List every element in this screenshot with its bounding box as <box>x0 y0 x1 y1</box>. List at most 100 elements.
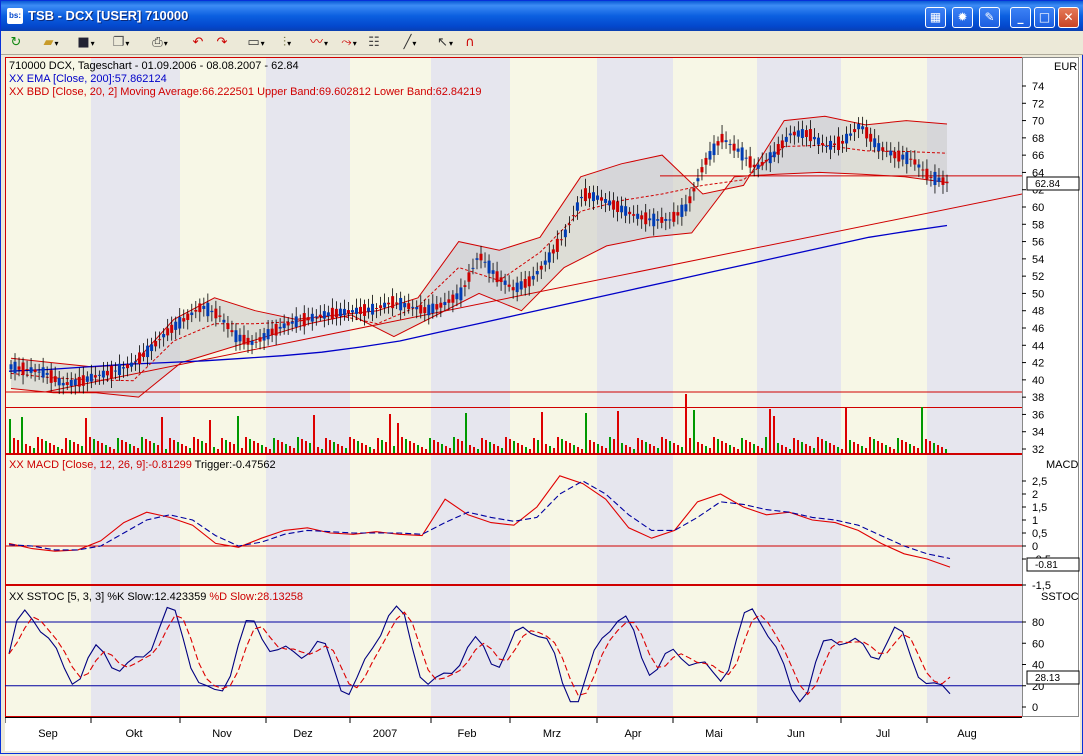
volume-bar <box>209 420 211 453</box>
candle-body <box>350 310 354 313</box>
magnet-icon[interactable]: ∩ <box>465 35 475 50</box>
candle-body <box>760 161 764 166</box>
volume-bar <box>877 441 879 453</box>
candle-body <box>238 334 242 342</box>
volume-bar <box>909 444 911 453</box>
volume-bar <box>397 423 399 453</box>
volume-bar <box>93 439 95 453</box>
macd-y-tick-label: 0,5 <box>1032 528 1047 540</box>
maximize-icon[interactable]: □ <box>1034 7 1055 28</box>
volume-bar <box>225 440 227 453</box>
candle-body <box>756 164 760 169</box>
redo-icon[interactable]: ↷ <box>216 35 228 50</box>
candle-body <box>499 277 503 283</box>
title-bar[interactable]: bs: TSB - DCX [USER] 710000 ▦ ✹ ✎ _ □ ✕ <box>1 1 1083 31</box>
chart-type-icon[interactable]: ⫶ <box>273 34 301 52</box>
print-icon[interactable]: ⎙ <box>145 34 175 52</box>
volume-bar <box>333 442 335 453</box>
volume-bar <box>677 445 679 453</box>
candle-body <box>463 285 467 287</box>
candle-body <box>632 214 636 216</box>
volume-bar <box>473 447 475 453</box>
indicator-icon[interactable]: 〰 <box>305 34 333 52</box>
candle-body <box>885 150 889 152</box>
volume-bar <box>45 441 47 453</box>
candle-body <box>121 367 125 369</box>
volume-bar <box>217 449 219 453</box>
open-folder-icon[interactable]: ▰ <box>37 34 65 52</box>
candle-body <box>933 171 937 186</box>
close-icon[interactable]: ✕ <box>1058 7 1079 28</box>
volume-bar <box>353 439 355 453</box>
candle-body <box>455 293 459 300</box>
volume-bar <box>921 407 923 453</box>
candle-body <box>567 224 571 226</box>
candle-body <box>837 136 841 151</box>
volume-bar <box>937 445 939 453</box>
line-draw-icon[interactable]: ╱ <box>395 34 425 52</box>
volume-bar <box>929 441 931 453</box>
candle-body <box>660 217 664 223</box>
volume-bar <box>789 449 791 453</box>
edit-icon[interactable]: ✎ <box>979 7 1000 28</box>
candle-body <box>154 340 158 347</box>
volume-bar <box>493 444 495 453</box>
candle-body <box>33 369 37 373</box>
candle-body <box>190 312 194 316</box>
volume-bar <box>53 445 55 453</box>
volume-bar <box>725 443 727 453</box>
candle-body <box>752 164 756 168</box>
chart-svg[interactable]: 7472706866646260585654525048464442403836… <box>4 57 1080 751</box>
candle-body <box>688 196 692 204</box>
candle-body <box>841 140 845 144</box>
copy-icon[interactable]: ❐ <box>107 34 135 52</box>
candle-body <box>415 307 419 310</box>
chart-area[interactable]: 74 72 70 68 66 64 62 60 58 56 54 52 50 48 46 44 42 40 38 36… <box>4 57 1080 751</box>
candle-body <box>338 308 342 317</box>
candle-body <box>937 177 941 183</box>
volume-bar <box>305 441 307 453</box>
trigger-line <box>8 480 951 560</box>
volume-bar <box>565 441 567 453</box>
candle-body <box>596 195 600 200</box>
save-icon[interactable]: ■ <box>73 34 99 52</box>
volume-bar <box>197 439 199 453</box>
trend-icon[interactable]: ⤳ <box>335 34 363 52</box>
candle-body <box>294 316 298 327</box>
volume-bar <box>289 446 291 453</box>
candle-body <box>507 284 511 287</box>
candle-body <box>379 305 383 309</box>
currency-label: EUR <box>1054 61 1077 73</box>
candle-body <box>459 287 463 301</box>
menu-icon[interactable]: ▦ <box>925 7 946 28</box>
candle-body <box>226 323 230 330</box>
volume-bar <box>525 447 527 453</box>
refresh-icon[interactable]: ↻ <box>10 35 22 50</box>
minimize-icon[interactable]: _ <box>1010 7 1031 28</box>
stoch-last-label: 28.13 <box>1035 673 1060 684</box>
candle-body <box>290 321 294 324</box>
undo-icon[interactable]: ↶ <box>192 35 204 50</box>
volume-bar <box>717 439 719 453</box>
candle-body <box>487 260 491 274</box>
month-band <box>431 57 510 717</box>
volume-bar <box>613 439 615 453</box>
volume-bar <box>301 439 303 453</box>
properties-icon[interactable]: ☷ <box>368 35 380 50</box>
candle-body <box>286 322 290 326</box>
app-icon[interactable]: bs: <box>7 8 23 24</box>
candle-body <box>146 345 150 358</box>
candle-body <box>612 200 616 210</box>
volume-bar <box>321 449 323 453</box>
star-icon[interactable]: ✹ <box>952 7 973 28</box>
candle-body <box>728 144 732 146</box>
candle-body <box>804 130 808 138</box>
candle-body <box>712 143 716 156</box>
cursor-icon[interactable]: ↖ <box>433 34 457 52</box>
volume-bar <box>849 440 851 453</box>
toolbar: ↻ ▰ ■ ❐ ⎙ ↶ ↷ ▭ ⫶ 〰 ⤳ ☷ ╱ ↖ ∩ <box>1 31 1083 55</box>
macd-title: MACD <box>1046 459 1078 471</box>
volume-bar <box>273 438 275 453</box>
candle-body <box>833 143 837 146</box>
window-icon[interactable]: ▭ <box>243 34 269 52</box>
